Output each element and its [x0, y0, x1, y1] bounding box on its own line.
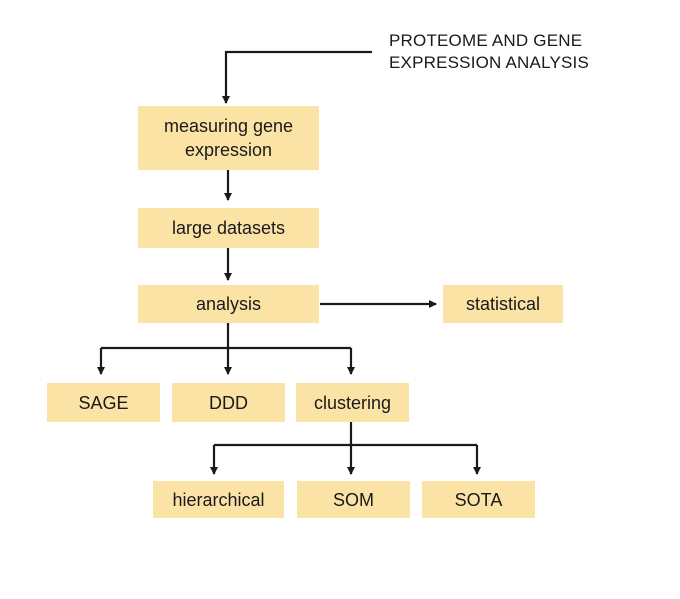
node-sage: SAGE [47, 383, 160, 422]
arrow-title-to-measuring [222, 50, 372, 104]
node-analysis: analysis [138, 285, 319, 323]
title-line-2: EXPRESSION ANALYSIS [389, 53, 590, 72]
node-sage-label: SAGE [78, 392, 129, 413]
diagram-title: PROTEOME AND GENE EXPRESSION ANALYSIS [389, 30, 589, 74]
node-large-datasets-label: large datasets [171, 218, 286, 238]
node-ddd: DDD [172, 383, 285, 422]
node-clustering-label: clustering [313, 392, 392, 413]
node-ddd-label: DDD [209, 392, 248, 413]
node-sota-label: SOTA [454, 489, 503, 510]
node-som-label: SOM [332, 489, 374, 510]
node-statistical: statistical [443, 285, 563, 323]
title-line-1: PROTEOME AND GENE [389, 31, 583, 50]
node-sota: SOTA [422, 481, 535, 518]
node-clustering: clustering [296, 383, 409, 422]
node-measuring-line-2: expression [184, 140, 273, 160]
node-hierarchical: hierarchical [153, 481, 284, 518]
node-statistical-label: statistical [465, 294, 541, 314]
node-measuring-line-1: measuring gene [163, 116, 294, 136]
node-hierarchical-label: hierarchical [172, 489, 265, 510]
node-large-datasets: large datasets [138, 208, 319, 248]
node-analysis-label: analysis [195, 294, 262, 314]
node-measuring-gene-expression: measuring gene expression [138, 106, 319, 170]
node-som: SOM [297, 481, 410, 518]
